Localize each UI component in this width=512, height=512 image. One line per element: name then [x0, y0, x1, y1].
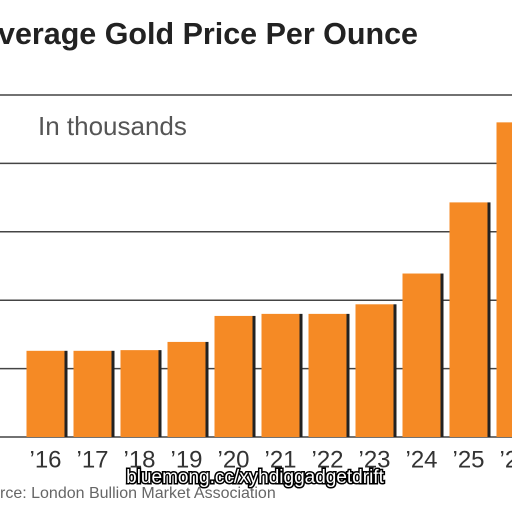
x-tick-label: ’16: [29, 446, 61, 473]
x-tick-label: ’22: [311, 446, 343, 473]
bar: [120, 350, 159, 437]
bar-shadow: [252, 315, 256, 437]
bar: [308, 313, 347, 437]
x-tick-label: ’24: [405, 446, 437, 473]
bar-shadow: [111, 350, 115, 437]
x-tick-label: ’20: [217, 446, 249, 473]
x-tick-label: ’18: [123, 446, 155, 473]
x-tick-label: ’17: [76, 446, 108, 473]
x-tick-label: ’26: [499, 446, 512, 473]
bar: [449, 202, 488, 437]
bar-shadow: [158, 350, 162, 437]
chart-title: verage Gold Price Per Ounce: [0, 16, 418, 51]
bar-shadow: [346, 313, 350, 437]
x-tick-label: ’23: [358, 446, 390, 473]
bar: [167, 341, 206, 437]
x-tick-label: ’21: [264, 446, 296, 473]
bar-shadow: [299, 313, 303, 437]
chart-subtitle: In thousands: [38, 111, 187, 141]
bar: [26, 350, 65, 437]
bar-shadow: [393, 304, 397, 437]
bar-shadow: [64, 350, 68, 437]
bar: [73, 350, 112, 437]
x-tick-label: ’19: [170, 446, 202, 473]
bar-shadow: [205, 341, 209, 437]
bar: [402, 273, 441, 437]
watermark: bluemong.cc/xyhdiggadgetdrift: [126, 467, 384, 488]
bar-shadow: [440, 273, 444, 437]
x-tick-label: ’25: [452, 446, 484, 473]
bar-shadow: [487, 202, 491, 437]
bar: [355, 304, 394, 437]
bar: [261, 313, 300, 437]
source-note: rce: London Bullion Market Association: [0, 485, 276, 502]
bar: [496, 122, 512, 438]
bar: [214, 315, 253, 437]
